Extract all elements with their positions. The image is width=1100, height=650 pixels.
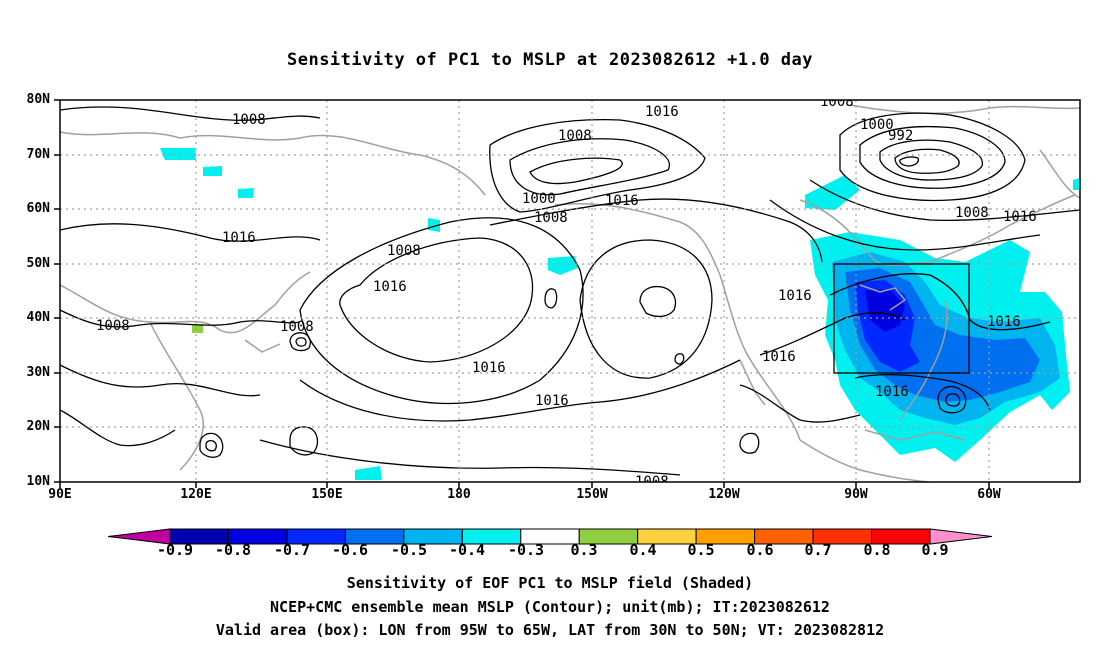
shade-blob-pacific (548, 256, 578, 275)
colorbar-label: -0.5 (390, 541, 428, 559)
chart-title: Sensitivity of PC1 to MSLP at 2023082612… (286, 50, 813, 70)
lon-tick-label: 150W (576, 487, 608, 502)
contour-label: 1016 (762, 349, 796, 365)
contour-label: 1016 (1003, 209, 1037, 225)
contour-label: 1016 (222, 230, 256, 246)
contour-label: 1016 (535, 393, 569, 409)
lat-tick-label: 30N (26, 365, 50, 380)
colorbar-left-tip (107, 528, 171, 545)
lon-tick-label: 120E (180, 487, 212, 502)
contour-label: 1008 (96, 318, 130, 334)
valid-area-box (833, 263, 970, 374)
contour-label: 1008 (820, 94, 854, 110)
caption-line-3: Valid area (box): LON from 95W to 65W, L… (215, 621, 885, 639)
colorbar-label: 0.6 (746, 541, 774, 559)
shade-blob-siberia-2 (203, 166, 222, 176)
contour-label: 1008 (534, 210, 568, 226)
caption-line-2: NCEP+CMC ensemble mean MSLP (Contour); u… (270, 598, 830, 616)
lat-tick-label: 10N (26, 474, 50, 489)
lon-tick-label: 90W (844, 487, 868, 502)
contour-label: 1008 (232, 112, 266, 128)
colorbar-label: 0.9 (921, 541, 949, 559)
lon-tick-label: 150E (311, 487, 343, 502)
contour-label: 1016 (645, 104, 679, 120)
coastlines (60, 104, 1080, 482)
contour-label: 1000 (522, 191, 556, 207)
shade-region-darkest-blue (865, 290, 905, 332)
contour-label: 1008 (955, 205, 989, 221)
colorbar-label: 0.5 (687, 541, 715, 559)
colorbar-label: 0.7 (804, 541, 832, 559)
lon-tick-label: 90E (48, 487, 72, 502)
lat-tick-label: 80N (26, 92, 50, 107)
contour-label: 1008 (635, 474, 669, 490)
contour-label: 1008 (280, 319, 314, 335)
contour-label: 992 (888, 128, 913, 144)
lat-tick-label: 20N (26, 419, 50, 434)
contour-label: 1008 (387, 243, 421, 259)
shade-blob-equator (355, 466, 382, 480)
lon-tick-label: 180 (447, 487, 471, 502)
contour-label: 1016 (605, 193, 639, 209)
colorbar-label: -0.9 (156, 541, 194, 559)
axis-ticks (54, 99, 990, 488)
colorbar-label: -0.4 (448, 541, 486, 559)
colorbar-label: -0.6 (331, 541, 369, 559)
contour-label: 1000 (860, 117, 894, 133)
lat-tick-label: 50N (26, 256, 50, 271)
contour-label: 1016 (987, 314, 1021, 330)
lon-tick-label: 120W (708, 487, 740, 502)
shade-blob-kamchatka (428, 218, 440, 232)
colorbar-label: 0.4 (629, 541, 657, 559)
shade-blob-positive (192, 324, 203, 333)
contour-label: 1016 (373, 279, 407, 295)
shade-blob-far-atlantic (1073, 178, 1080, 190)
colorbar-label: 0.3 (570, 541, 598, 559)
colorbar-right-tip (929, 528, 993, 545)
lon-tick-label: 60W (977, 487, 1001, 502)
shade-blob-siberia-1 (160, 148, 196, 160)
colorbar-label: 0.8 (863, 541, 891, 559)
gridlines (60, 100, 1080, 482)
contour-label: 1016 (472, 360, 506, 376)
colorbar-label: -0.8 (214, 541, 252, 559)
contour-label: 1008 (558, 128, 592, 144)
mslp-contours (60, 106, 1080, 476)
lat-tick-label: 40N (26, 310, 50, 325)
contour-label: 1016 (875, 384, 909, 400)
map-frame (59, 99, 1081, 483)
colorbar-label: -0.3 (507, 541, 545, 559)
colorbar-label: -0.7 (273, 541, 311, 559)
lat-tick-label: 60N (26, 201, 50, 216)
lat-tick-label: 70N (26, 147, 50, 162)
contour-labels: 1008 1016 1008 1000 992 1008 1016 1000 1… (96, 94, 1037, 490)
caption-line-1: Sensitivity of EOF PC1 to MSLP field (Sh… (346, 574, 754, 592)
shade-blob-siberia-3 (238, 188, 254, 198)
contour-label: 1016 (778, 288, 812, 304)
